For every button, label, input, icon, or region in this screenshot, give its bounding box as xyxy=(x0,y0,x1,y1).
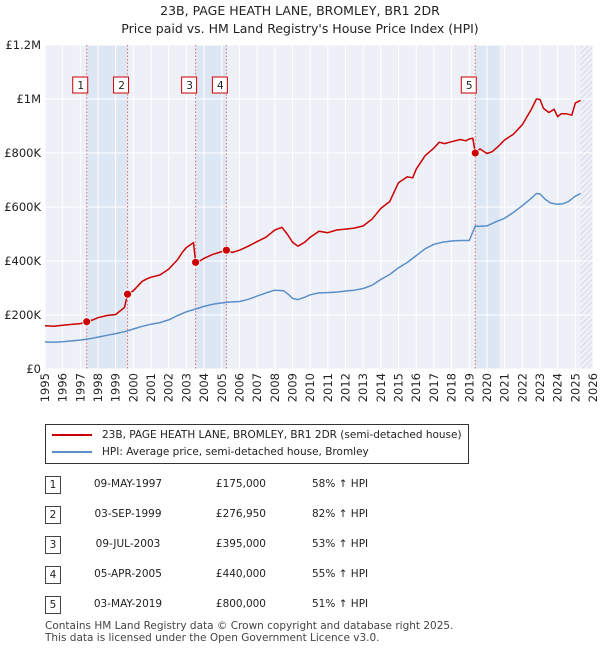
sale-date: 09-JUL-2003 xyxy=(95,538,161,550)
x-tick-label: 2009 xyxy=(285,373,299,402)
sale-marker-label: 4 xyxy=(217,80,224,92)
y-tick-label: £0 xyxy=(26,362,41,376)
x-tick-label: 2014 xyxy=(374,373,388,402)
x-tick-label: 2017 xyxy=(427,373,441,402)
x-tick-label: 2007 xyxy=(250,373,264,402)
chart-subtitle: Price paid vs. HM Land Registry's House … xyxy=(121,21,479,36)
legend-swatch-property xyxy=(52,434,92,436)
sale-marker-box xyxy=(460,76,477,94)
x-tick-label: 2021 xyxy=(498,373,512,402)
sale-price: £440,000 xyxy=(215,568,266,580)
sale-price: £395,000 xyxy=(215,538,266,550)
y-tick-label: £800K xyxy=(4,146,41,160)
x-tick-label: 2026 xyxy=(586,373,600,402)
legend-item-property: 23B, PAGE HEATH LANE, BROMLEY, BR1 2DR (… xyxy=(52,427,462,443)
legend-label-hpi: HPI: Average price, semi-detached house,… xyxy=(102,446,369,458)
sale-date: 03-MAY-2019 xyxy=(93,598,163,610)
chart-title: 23B, PAGE HEATH LANE, BROMLEY, BR1 2DR P… xyxy=(0,2,600,38)
sale-date: 05-APR-2005 xyxy=(94,568,162,580)
y-tick-label: £400K xyxy=(4,254,41,268)
hpi-line xyxy=(44,192,581,344)
sale-marker-label: 3 xyxy=(186,80,193,92)
x-tick-label: 2024 xyxy=(551,373,565,402)
chart-title-text: 23B, PAGE HEATH LANE, BROMLEY, BR1 2DR xyxy=(160,3,440,18)
sale-marker-label: 2 xyxy=(118,80,125,92)
sale-row: 3 09-JUL-2003 £395,000 53% ↑ HPI xyxy=(0,534,600,556)
x-tick-label: 2001 xyxy=(144,373,158,402)
sale-row: 2 03-SEP-1999 £276,950 82% ↑ HPI xyxy=(0,504,600,526)
x-tick-label: 2025 xyxy=(568,373,582,402)
sale-date: 09-MAY-1997 xyxy=(93,478,163,490)
sale-hpi-change: 55% ↑ HPI xyxy=(312,568,369,580)
footer-copyright: Contains HM Land Registry data © Crown c… xyxy=(45,620,454,632)
x-tick-label: 2002 xyxy=(162,373,176,402)
sale-point xyxy=(470,148,480,158)
x-tick-label: 2022 xyxy=(515,373,529,402)
x-tick-label: 1995 xyxy=(38,373,52,402)
x-tick-label: 2019 xyxy=(462,373,476,402)
sale-marker-label: 5 xyxy=(466,80,473,92)
x-tick-label: 2010 xyxy=(303,373,317,402)
legend-label-property: 23B, PAGE HEATH LANE, BROMLEY, BR1 2DR (… xyxy=(102,429,462,441)
x-tick-label: 2015 xyxy=(392,373,406,402)
x-tick-label: 2005 xyxy=(215,373,229,402)
x-tick-label: 2013 xyxy=(356,373,370,402)
sale-number-badge: 5 xyxy=(45,596,61,614)
footer-attribution: Contains HM Land Registry data © Crown c… xyxy=(45,620,585,644)
y-tick-label: £600K xyxy=(4,200,41,214)
sale-hpi-change: 58% ↑ HPI xyxy=(312,478,369,490)
y-tick-label: £200K xyxy=(4,308,41,322)
x-tick-label: 1997 xyxy=(73,373,87,402)
footer-licence: This data is licensed under the Open Gov… xyxy=(45,632,380,644)
y-tick-label: £1.2M xyxy=(5,38,41,52)
sale-marker-label: 1 xyxy=(77,80,84,92)
x-tick-label: 2011 xyxy=(321,373,335,402)
x-tick-label: 2018 xyxy=(445,373,459,402)
sale-price: £175,000 xyxy=(215,478,266,490)
x-tick-label: 2012 xyxy=(339,373,353,402)
sale-row: 4 05-APR-2005 £440,000 55% ↑ HPI xyxy=(0,564,600,586)
sale-marker-box xyxy=(181,76,198,94)
sale-marker-box xyxy=(72,76,89,94)
sale-point xyxy=(191,257,201,267)
sale-number-badge: 4 xyxy=(45,566,61,584)
sale-price: £276,950 xyxy=(215,508,266,520)
x-tick-label: 2020 xyxy=(480,373,494,402)
price-chart: 1 2 3 4 5 £0 £200K £400K £600K £800K £1M £1.2M 1995 1… xyxy=(4,38,600,402)
sale-point xyxy=(221,245,231,255)
x-tick-label: 1996 xyxy=(56,373,70,402)
sale-hpi-change: 51% ↑ HPI xyxy=(312,598,369,610)
x-tick-label: 2006 xyxy=(232,373,246,402)
sale-date: 03-SEP-1999 xyxy=(94,508,162,520)
sale-hpi-change: 82% ↑ HPI xyxy=(312,508,369,520)
sale-hpi-change: 53% ↑ HPI xyxy=(312,538,369,550)
legend-item-hpi: HPI: Average price, semi-detached house,… xyxy=(52,444,369,460)
legend-swatch-hpi xyxy=(52,451,92,453)
y-tick-label: £1M xyxy=(16,92,41,106)
sale-number-badge: 1 xyxy=(45,476,61,494)
x-tick-label: 2000 xyxy=(126,373,140,402)
x-tick-label: 2008 xyxy=(268,373,282,402)
chart-legend: 23B, PAGE HEATH LANE, BROMLEY, BR1 2DR (… xyxy=(45,424,469,464)
sale-point xyxy=(123,289,132,299)
x-tick-label: 2004 xyxy=(197,373,211,402)
sale-price: £800,000 xyxy=(215,598,266,610)
x-tick-label: 2016 xyxy=(409,373,423,402)
sale-point xyxy=(82,317,92,327)
x-tick-label: 1999 xyxy=(109,373,123,402)
property-price-line xyxy=(44,98,581,328)
sale-number-badge: 2 xyxy=(45,506,61,524)
x-tick-label: 2003 xyxy=(179,373,193,402)
x-tick-label: 1998 xyxy=(91,373,105,402)
sale-number-badge: 3 xyxy=(45,536,61,554)
sale-marker-box xyxy=(211,76,228,94)
x-tick-label: 2023 xyxy=(533,373,547,402)
sale-row: 5 03-MAY-2019 £800,000 51% ↑ HPI xyxy=(0,594,600,616)
sale-row: 1 09-MAY-1997 £175,000 58% ↑ HPI xyxy=(0,474,600,496)
sale-marker-box xyxy=(113,76,130,94)
